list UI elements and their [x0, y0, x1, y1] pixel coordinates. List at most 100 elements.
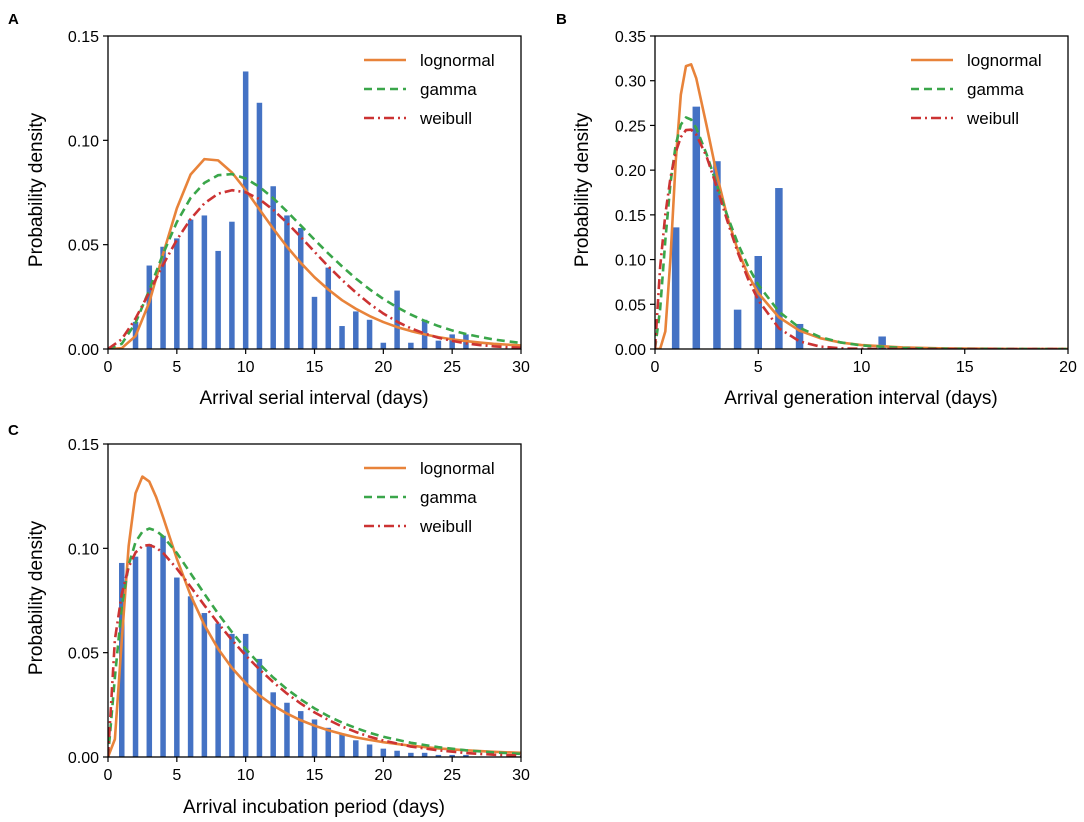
histogram-bar-a — [242, 71, 249, 349]
histogram-bar-c — [242, 633, 249, 757]
histogram-bar-c — [160, 535, 166, 757]
x-tick-label-a: 20 — [374, 359, 392, 376]
legend-label-lognormal-b: lognormal — [967, 51, 1042, 70]
histogram-bar-c — [394, 750, 400, 757]
legend-label-gamma-b: gamma — [967, 80, 1024, 99]
x-tick-label-a: 10 — [237, 359, 255, 376]
histogram-bar-a — [174, 238, 180, 349]
histogram-bar-a — [311, 296, 318, 349]
x-tick-label-b: 5 — [754, 359, 763, 376]
y-axis-label-a: Probability density — [26, 112, 47, 267]
panel-letter-c: C — [8, 422, 19, 439]
histogram-bar-c — [421, 752, 428, 757]
y-axis-label-c: Probability density — [26, 520, 47, 675]
histogram-bar-c — [435, 754, 442, 757]
weibull-curve-c — [108, 543, 521, 757]
histogram-bar-c — [270, 692, 276, 757]
y-axis-ticks-a: 0.00 0.05 0.10 0.15 — [68, 29, 108, 359]
histogram-bar-b — [671, 227, 680, 349]
histogram-bar-a — [353, 311, 359, 349]
gamma-curve-c — [108, 527, 521, 757]
x-tick-label-a: 30 — [512, 359, 530, 376]
legend-label-gamma-c: gamma — [420, 488, 477, 507]
x-tick-label-c: 0 — [104, 767, 113, 784]
histogram-bar-c — [366, 744, 373, 757]
x-tick-label-a: 15 — [306, 359, 324, 376]
histogram-bar-b — [754, 255, 762, 349]
y-axis-label-b: Probability density — [572, 112, 593, 267]
histogram-bar-c — [284, 702, 290, 757]
legend-label-lognormal-c: lognormal — [420, 459, 495, 478]
y-tick-label-b: 0.30 — [615, 74, 646, 91]
histogram-bar-c — [201, 613, 208, 757]
histogram-bar-c — [146, 544, 153, 757]
histogram-bar-c — [408, 752, 414, 757]
y-tick-label-a: 0.10 — [68, 133, 99, 150]
y-tick-label-a: 0.00 — [68, 342, 99, 359]
histogram-bar-c — [380, 748, 387, 757]
histogram-bar-a — [270, 186, 276, 349]
histogram-bar-a — [339, 326, 345, 349]
histogram-bar-a — [187, 219, 194, 349]
legend-label-weibull-c: weibull — [419, 517, 472, 536]
gamma-curve-a — [108, 172, 521, 349]
x-tick-label-a: 5 — [172, 359, 181, 376]
x-tick-label-b: 0 — [651, 359, 660, 376]
histogram-bar-a — [380, 342, 387, 349]
x-tick-label-a: 0 — [104, 359, 113, 376]
histogram-bar-a — [215, 250, 221, 349]
weibull-curve-a — [108, 188, 521, 349]
histogram-bar-c — [325, 727, 332, 757]
y-tick-label-a: 0.15 — [68, 29, 99, 46]
histogram-bar-b — [775, 188, 783, 349]
x-axis-ticks-b: 0 5 10 15 20 — [651, 349, 1077, 376]
y-tick-label-c: 0.15 — [68, 437, 99, 454]
y-tick-label-b: 0.35 — [615, 29, 646, 46]
panel-letter-b: B — [556, 11, 567, 28]
histogram-bar-b — [795, 323, 804, 349]
legend-label-lognormal-a: lognormal — [420, 51, 495, 70]
legend-c: lognormal gamma weibull — [364, 459, 495, 536]
x-tick-label-c: 10 — [237, 767, 255, 784]
histogram-bar-c — [449, 754, 455, 757]
x-tick-label-c: 25 — [443, 767, 461, 784]
panel-b: B 0 5 10 15 20 0.000.050.100.150.200.250.300… — [556, 11, 1077, 409]
histogram-bar-a — [394, 290, 400, 349]
x-tick-label-a: 25 — [443, 359, 461, 376]
histogram-bar-c — [339, 734, 345, 757]
histogram-bar-c — [119, 562, 125, 757]
histogram-bar-c — [187, 596, 194, 757]
panel-letter-a: A — [8, 11, 19, 28]
y-tick-label-b: 0.15 — [615, 208, 646, 225]
histogram-bar-c — [311, 719, 318, 757]
x-tick-label-c: 15 — [306, 767, 324, 784]
legend-label-weibull-a: weibull — [419, 109, 472, 128]
panel-c: C 0 5 10 15 20 25 30 0.00 0.05 0.10 0.15 Arrival … — [8, 422, 530, 818]
x-axis-label-a: Arrival serial interval (days) — [199, 388, 428, 409]
plot-area-c — [108, 475, 521, 757]
histogram-bar-c — [215, 623, 221, 757]
histogram-bar-a — [229, 221, 235, 349]
x-axis-label-b: Arrival generation interval (days) — [724, 388, 998, 409]
histogram-bar-b — [733, 309, 742, 349]
histogram-bar-a — [366, 319, 373, 349]
plot-area-b — [655, 63, 1068, 349]
histogram-bar-a — [325, 267, 332, 349]
y-axis-ticks-b: 0.00 0.05 0.10 0.15 0.20 0.25 0.30 0.35 — [615, 29, 655, 359]
legend-a: lognormal gamma weibull — [364, 51, 495, 128]
lognormal-curve-a — [108, 157, 521, 349]
histogram-bar-a — [408, 342, 414, 349]
plot-area-a — [108, 71, 521, 349]
histogram-bar-b — [692, 106, 701, 349]
histogram-bar-a — [435, 340, 442, 349]
x-tick-label-c: 30 — [512, 767, 530, 784]
histogram-bar-c — [229, 633, 235, 757]
legend-label-gamma-a: gamma — [420, 80, 477, 99]
y-tick-label-b: 0.05 — [615, 297, 646, 314]
x-axis-label-c: Arrival incubation period (days) — [183, 797, 445, 818]
y-tick-label-c: 0.00 — [68, 750, 99, 767]
histogram-bar-c — [132, 556, 139, 757]
x-tick-label-b: 10 — [853, 359, 871, 376]
y-axis-ticks-c: 0.00 0.05 0.10 0.15 — [68, 437, 108, 767]
histogram-bar-a — [146, 265, 153, 349]
